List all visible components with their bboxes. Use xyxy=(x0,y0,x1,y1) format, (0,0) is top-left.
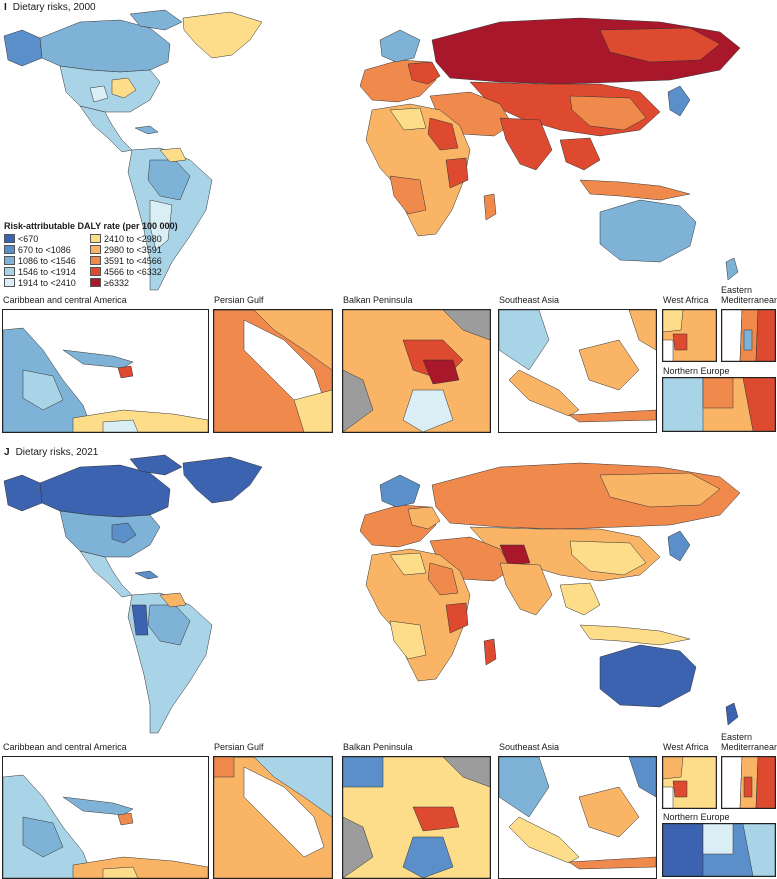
legend-label: 1914 to <2410 xyxy=(18,277,76,288)
world-map xyxy=(3,9,741,291)
legend-label: 2980 to <3591 xyxy=(104,244,162,255)
map-panel-2000: I Dietary risks, 2000 xyxy=(0,0,777,436)
legend-label: 670 to <1086 xyxy=(18,244,71,255)
inset-label-se-asia: Southeast Asia xyxy=(499,742,560,752)
inset-map-west-africa xyxy=(662,309,717,362)
legend-swatch xyxy=(4,234,15,243)
inset-map-eastern-med xyxy=(721,309,776,362)
legend-item: 2410 to <2980 xyxy=(90,233,170,244)
legend-swatch xyxy=(4,245,15,254)
inset-label-line: Eastern xyxy=(721,285,753,295)
panel-letter: J xyxy=(4,447,10,458)
world-map xyxy=(3,454,741,734)
inset-map-balkan xyxy=(342,309,491,433)
legend-label: 1086 to <1546 xyxy=(18,255,76,266)
legend-swatch xyxy=(4,267,15,276)
legend-label: 3591 to <4566 xyxy=(104,255,162,266)
inset-label-northern-europe: Northern Europe xyxy=(663,366,730,376)
inset-label-eastern-med: Eastern Mediterranean xyxy=(721,285,777,305)
inset-label-caribbean: Caribbean and central America xyxy=(3,295,127,305)
inset-label-balkan: Balkan Peninsula xyxy=(343,742,413,752)
inset-label-caribbean: Caribbean and central America xyxy=(3,742,127,752)
inset-map-west-africa xyxy=(662,756,717,809)
legend-swatch xyxy=(4,278,15,287)
map-panel-2021: J Dietary risks, 2021 xyxy=(0,445,777,879)
inset-label-west-africa: West Africa xyxy=(663,295,709,305)
inset-map-persian-gulf xyxy=(213,309,333,433)
inset-map-se-asia xyxy=(498,756,657,879)
inset-label-northern-europe: Northern Europe xyxy=(663,812,730,822)
legend-item: 670 to <1086 xyxy=(4,244,90,255)
inset-map-balkan xyxy=(342,756,491,879)
inset-map-northern-europe xyxy=(662,377,776,432)
legend-item: 2980 to <3591 xyxy=(90,244,170,255)
legend-item: 3591 to <4566 xyxy=(90,255,170,266)
inset-label-persian-gulf: Persian Gulf xyxy=(214,742,264,752)
panel-letter: I xyxy=(4,2,7,13)
legend-title: Risk-attributable DALY rate (per 100 000… xyxy=(4,221,178,231)
inset-map-eastern-med xyxy=(721,756,776,809)
inset-label-persian-gulf: Persian Gulf xyxy=(214,295,264,305)
panel-header: J Dietary risks, 2021 xyxy=(4,447,98,458)
legend-item: 1546 to <1914 xyxy=(4,266,90,277)
inset-map-caribbean xyxy=(2,756,209,879)
legend-swatch xyxy=(90,234,101,243)
legend-swatch xyxy=(4,256,15,265)
inset-label-line: Eastern xyxy=(721,732,753,742)
panel-header: I Dietary risks, 2000 xyxy=(4,2,96,13)
legend-swatch xyxy=(90,256,101,265)
inset-map-northern-europe xyxy=(662,823,776,877)
legend-item: 4566 to <6332 xyxy=(90,266,170,277)
inset-label-west-africa: West Africa xyxy=(663,742,709,752)
inset-map-se-asia xyxy=(498,309,657,433)
inset-label-eastern-med: Eastern Mediterranean xyxy=(721,732,777,752)
legend-item: 1086 to <1546 xyxy=(4,255,90,266)
legend-item: <670 xyxy=(4,233,90,244)
map-legend: Risk-attributable DALY rate (per 100 000… xyxy=(4,221,178,288)
legend-label: ≥6332 xyxy=(104,277,129,288)
inset-map-persian-gulf xyxy=(213,756,333,879)
legend-swatch xyxy=(90,278,101,287)
inset-label-line: Mediterranean xyxy=(721,742,777,752)
legend-label: <670 xyxy=(18,233,39,244)
legend-label: 4566 to <6332 xyxy=(104,266,162,277)
panel-title: Dietary risks, 2000 xyxy=(12,2,96,13)
inset-label-se-asia: Southeast Asia xyxy=(499,295,560,305)
legend-swatch xyxy=(90,267,101,276)
legend-item: 1914 to <2410 xyxy=(4,277,90,288)
panel-title: Dietary risks, 2021 xyxy=(15,447,99,458)
legend-item: ≥6332 xyxy=(90,277,170,288)
legend-label: 1546 to <1914 xyxy=(18,266,76,277)
legend-label: 2410 to <2980 xyxy=(104,233,162,244)
inset-label-line: Mediterranean xyxy=(721,295,777,305)
inset-label-balkan: Balkan Peninsula xyxy=(343,295,413,305)
legend-swatch xyxy=(90,245,101,254)
inset-map-caribbean xyxy=(2,309,209,433)
